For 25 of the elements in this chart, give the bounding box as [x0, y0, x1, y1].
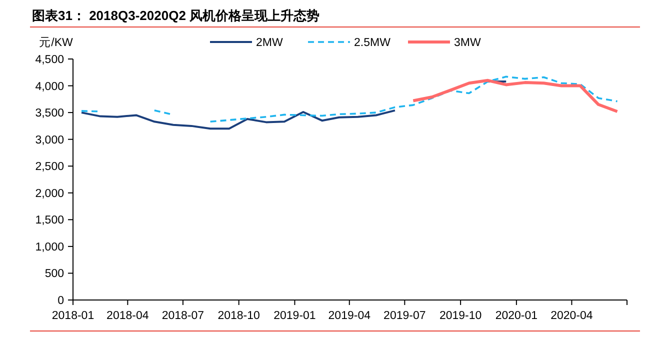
x-tick-label: 2019-10 — [439, 310, 482, 322]
y-tick-label: 2,500 — [35, 161, 64, 174]
x-tick-label: 2018-10 — [218, 310, 260, 322]
y-tick-label: 1,000 — [35, 241, 64, 254]
x-tick-label: 2020-01 — [495, 310, 538, 322]
x-tick-label: 2019-07 — [384, 310, 426, 322]
x-tick-label: 2019-01 — [274, 310, 316, 322]
y-tick-label: 0 — [58, 295, 64, 307]
legend-label: 2MW — [256, 37, 283, 49]
y-tick-label: 500 — [44, 268, 64, 280]
x-tick-label: 2018-01 — [52, 310, 94, 322]
y-tick-label: 4,500 — [35, 54, 64, 66]
y-tick-label: 4,000 — [35, 80, 64, 93]
legend-label: 3MW — [454, 37, 481, 49]
y-tick-label: 3,000 — [35, 134, 64, 146]
x-tick-label: 2018-04 — [106, 310, 150, 322]
x-tick-label: 2018-07 — [162, 310, 204, 322]
legend-label: 2.5MW — [354, 37, 391, 49]
y-tick-label: 1,500 — [35, 214, 64, 227]
x-tick-label: 2020-04 — [550, 310, 594, 322]
y-tick-label: 3,500 — [35, 108, 64, 120]
x-tick-label: 2019-04 — [328, 310, 372, 322]
ylabel: 元/KW — [39, 37, 73, 49]
title: 图表31： 2018Q3-2020Q2 风机价格呈现上升态势 — [32, 8, 320, 23]
y-tick-label: 2,000 — [35, 188, 64, 200]
